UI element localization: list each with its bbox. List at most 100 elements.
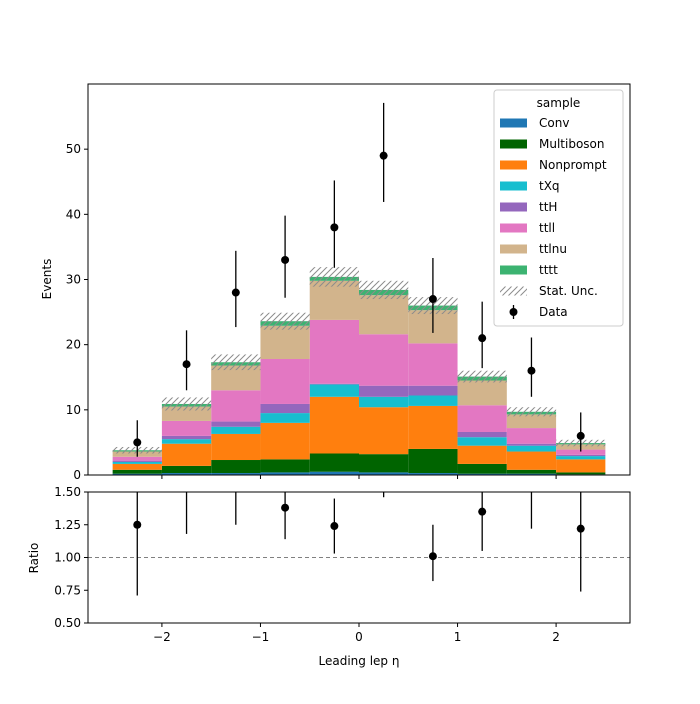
bar-conv-bin-0 [112, 473, 162, 475]
bar-nonprompt-bin-6 [408, 405, 458, 449]
stat-unc-bin-3 [260, 312, 310, 330]
bar-multiboson-bin-0 [112, 469, 162, 474]
bar-tth-bin-0 [112, 460, 162, 462]
bar-nonprompt-bin-5 [359, 407, 409, 455]
ratio-point [576, 524, 585, 533]
bar-ttlnu-bin-5 [359, 295, 409, 335]
legend-swatch-txq [500, 181, 527, 191]
bar-multiboson-bin-4 [309, 453, 359, 472]
bar-multiboson-bin-3 [260, 459, 310, 473]
bar-ttll-bin-6 [408, 343, 458, 386]
x-tick-label: 1 [454, 630, 462, 644]
stat-unc-bin-2 [211, 354, 261, 371]
data-point [478, 334, 487, 343]
y-tick-label: 20 [66, 338, 81, 352]
y-tick-label: 40 [66, 207, 81, 221]
legend-swatch-nonprompt [500, 160, 527, 170]
bar-conv-bin-6 [408, 473, 458, 475]
y-axis-label: Events [40, 259, 54, 300]
main-panel: 0 10 20 30 40 50 [66, 83, 631, 482]
bar-ttll-bin-1 [161, 420, 212, 436]
ratio-panel: 0.50 0.75 1.00 1.25 1.50 −2 −1 0 1 2 [54, 481, 631, 644]
y-tick-label: 0 [73, 468, 81, 482]
bar-nonprompt-bin-0 [112, 463, 162, 470]
data-point [281, 255, 290, 264]
stat-unc-bin-7 [457, 370, 507, 383]
y-tick-label: 10 [66, 403, 81, 417]
bar-multiboson-bin-7 [457, 463, 507, 474]
stat-unc-bin-1 [161, 397, 212, 411]
bar-nonprompt-bin-9 [556, 459, 606, 473]
bar-txq-bin-5 [359, 396, 409, 408]
legend-label-nonprompt: Nonprompt [539, 158, 607, 172]
bar-multiboson-bin-8 [506, 469, 557, 474]
x-tick-label: −1 [252, 630, 270, 644]
bar-txq-bin-2 [211, 426, 261, 434]
bar-conv-bin-1 [161, 473, 212, 475]
bar-txq-bin-6 [408, 395, 458, 406]
main-plot-area [112, 102, 606, 475]
legend-label-multiboson: Multiboson [539, 137, 605, 151]
bar-ttlnu-bin-8 [506, 414, 557, 429]
legend-swatch-tth [500, 202, 527, 212]
bar-tth-bin-6 [408, 385, 458, 396]
legend-label-stat-unc: Stat. Unc. [539, 284, 598, 298]
bar-txq-bin-4 [309, 384, 359, 397]
bar-conv-bin-4 [309, 471, 359, 475]
bar-txq-bin-0 [112, 461, 162, 464]
ratio-y-tick-label: 0.75 [54, 583, 81, 597]
bar-txq-bin-1 [161, 439, 212, 444]
bar-tth-bin-4 [309, 383, 359, 385]
bar-nonprompt-bin-8 [506, 451, 557, 470]
legend: sample Conv Multiboson Nonprompt tXq ttH ttll t… [493, 89, 624, 327]
ratio-point [133, 520, 142, 529]
data-point [231, 288, 240, 297]
legend-swatch-tttt [500, 265, 527, 275]
bar-ttll-bin-9 [556, 449, 606, 455]
legend-data-marker [509, 308, 518, 316]
ratio-point [478, 507, 487, 516]
data-point [133, 438, 142, 447]
bar-ttlnu-bin-3 [260, 325, 310, 360]
ratio-y-tick-label: 1.00 [54, 551, 81, 565]
stat-unc-bin-5 [359, 280, 409, 300]
data-point [527, 366, 536, 375]
bar-conv-bin-5 [359, 472, 409, 475]
ratio-axes-frame [87, 491, 631, 624]
ratio-point [330, 522, 339, 531]
bar-conv-bin-8 [506, 473, 557, 475]
bar-ttll-bin-2 [211, 390, 261, 422]
y-tick-label: 30 [66, 273, 81, 287]
bar-tth-bin-8 [506, 443, 557, 446]
ratio-point [428, 552, 437, 561]
bar-tth-bin-9 [556, 454, 606, 457]
ratio-plot-area [88, 481, 630, 596]
data-point [182, 360, 191, 369]
bar-multiboson-bin-9 [556, 472, 606, 475]
legend-label-tth: ttH [539, 200, 557, 214]
ratio-point [281, 503, 290, 512]
bar-ttlnu-bin-4 [309, 280, 359, 320]
ratio-y-tick-label: 1.25 [54, 518, 81, 532]
bar-ttll-bin-5 [359, 334, 409, 386]
bar-multiboson-bin-5 [359, 454, 409, 473]
bar-nonprompt-bin-7 [457, 445, 507, 464]
bar-ttll-bin-8 [506, 428, 557, 444]
ratio-point [232, 481, 240, 489]
data-point [330, 223, 339, 232]
legend-title: sample [537, 96, 581, 110]
bar-txq-bin-8 [506, 445, 557, 452]
bar-txq-bin-7 [457, 437, 507, 446]
bar-ttlnu-bin-7 [457, 380, 507, 406]
bar-nonprompt-bin-3 [260, 422, 310, 460]
bar-nonprompt-bin-1 [161, 443, 212, 466]
legend-label-tttt: tttt [539, 263, 558, 277]
data-point [379, 151, 388, 160]
legend-swatch-stat-unc [500, 286, 527, 296]
ratio-y-tick-label: 0.50 [54, 616, 81, 630]
legend-label-txq: tXq [539, 179, 560, 193]
ratio-point [527, 481, 535, 489]
bar-ttll-bin-3 [260, 359, 310, 404]
legend-label-data: Data [539, 305, 568, 319]
